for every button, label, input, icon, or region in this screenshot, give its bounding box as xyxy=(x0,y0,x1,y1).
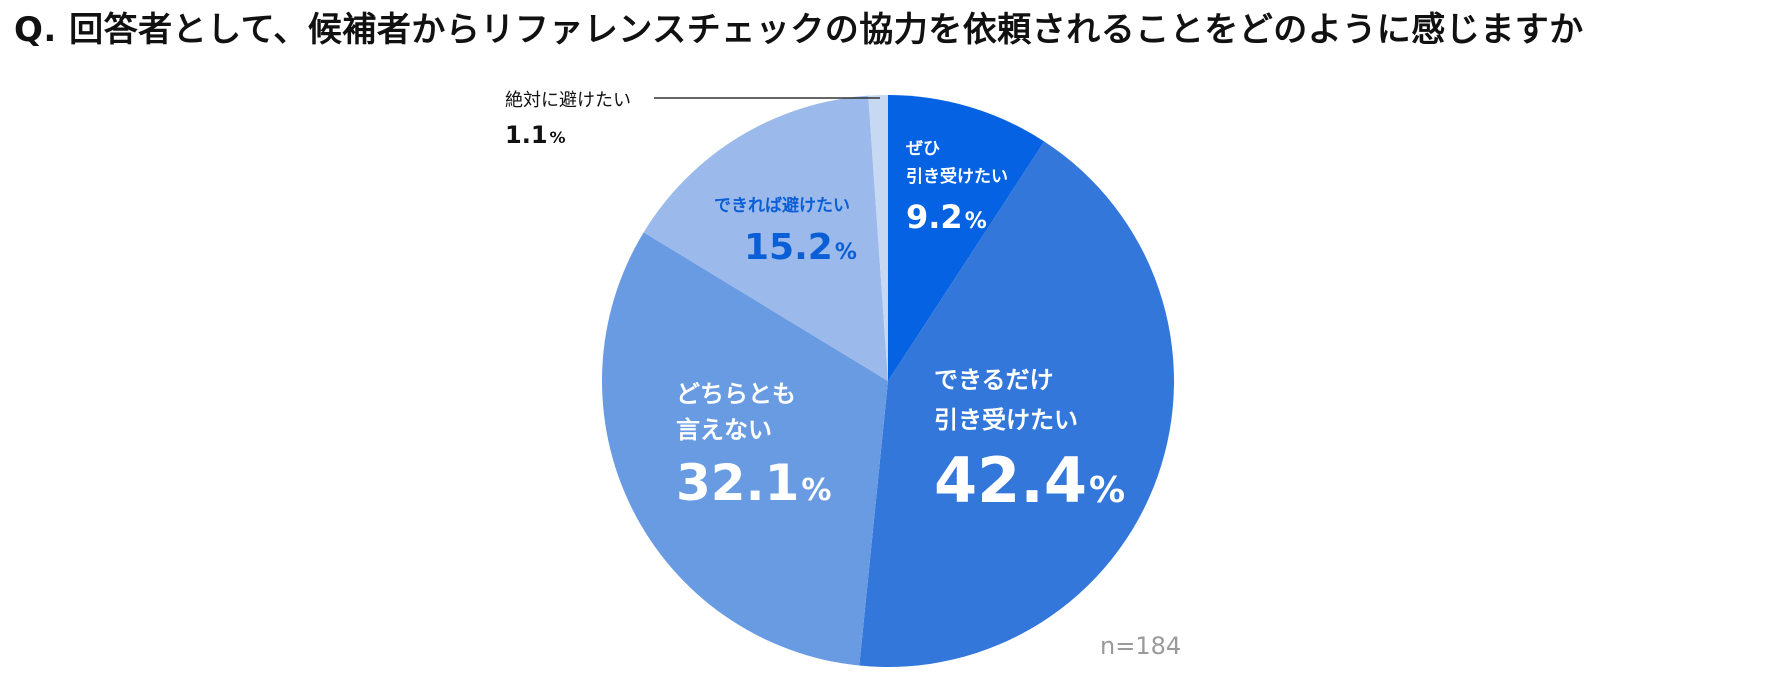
slice-4-percent: 15.2% xyxy=(744,227,857,268)
slice-2-percent: 42.4% xyxy=(934,444,1125,517)
pie-labels: ぜひ引き受けたい9.2%できるだけ引き受けたい42.4%どちらとも言えない32.… xyxy=(505,90,1125,517)
slice-5-label-line-1: 絶対に避けたい xyxy=(505,90,631,111)
slice-4-label-line-1: できれば避けたい xyxy=(714,195,850,216)
slice-3-percent: 32.1% xyxy=(676,454,831,512)
slice-3-label-line-2: 言えない xyxy=(676,416,772,444)
slice-5-percent: 1.1% xyxy=(505,121,566,149)
pie-slice-5 xyxy=(868,95,888,381)
pie-slice-1 xyxy=(888,95,1045,381)
slice-2-label-line-1: できるだけ xyxy=(934,366,1054,394)
slice-2-label-line-2: 引き受けたい xyxy=(934,406,1078,434)
pie-slice-3 xyxy=(601,232,888,666)
pie-slices xyxy=(601,95,1175,668)
sample-size-note: n=184 xyxy=(1100,632,1181,660)
chart-title: Q. 回答者として、候補者からリファレンスチェックの協力を依頼されることをどのよ… xyxy=(14,10,1584,50)
slice-3-label-line-1: どちらとも xyxy=(676,380,796,408)
slice-1-percent: 9.2% xyxy=(906,198,987,236)
slice-1-label-line-2: 引き受けたい xyxy=(906,166,1008,187)
pie-slice-4 xyxy=(643,95,888,382)
slice-1-label-line-1: ぜひ xyxy=(906,139,940,159)
pie-slice-2 xyxy=(859,141,1175,668)
